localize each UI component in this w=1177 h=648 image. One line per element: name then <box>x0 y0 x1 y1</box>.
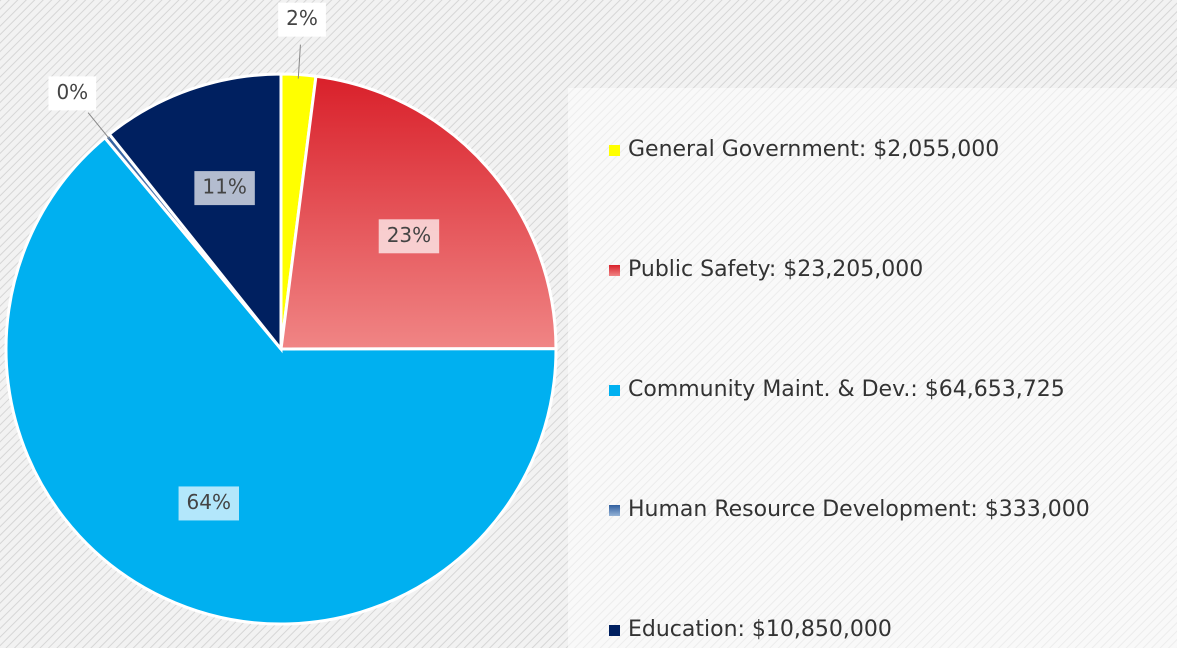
data-label-box <box>194 171 255 206</box>
data-label-group: 0% <box>48 76 97 111</box>
leader-line <box>87 112 111 140</box>
legend-label: Public Safety: $23,205,000 <box>628 257 923 282</box>
data-label-group: 64% <box>178 486 240 521</box>
data-label-box <box>278 2 326 37</box>
pie-slice <box>4 135 558 626</box>
data-label: 23% <box>387 223 431 247</box>
data-label: 0% <box>56 80 88 104</box>
data-label-group: 2% <box>278 2 326 37</box>
legend-label: Education: $10,850,000 <box>628 617 892 642</box>
data-label: 2% <box>286 6 318 30</box>
data-label: 64% <box>187 490 231 514</box>
data-label-box <box>178 486 240 521</box>
legend-label: Human Resource Development: $333,000 <box>628 497 1090 522</box>
pie-slice <box>279 74 558 351</box>
legend-box <box>568 88 1177 648</box>
legend-marker <box>609 145 620 156</box>
legend-label: General Government: $2,055,000 <box>628 137 999 162</box>
data-label-group: 23% <box>378 219 440 254</box>
data-label-box <box>378 219 440 254</box>
legend-marker <box>609 385 620 396</box>
legend-marker <box>609 625 620 636</box>
data-label-group: 11% <box>194 171 255 206</box>
legend-marker <box>609 505 620 516</box>
data-label: 11% <box>202 175 246 199</box>
data-label-box <box>48 76 97 111</box>
pie-slice <box>107 72 283 354</box>
legend-label: Community Maint. & Dev.: $64,653,725 <box>628 377 1065 402</box>
leader-line <box>297 44 301 79</box>
legend-marker <box>609 265 620 276</box>
